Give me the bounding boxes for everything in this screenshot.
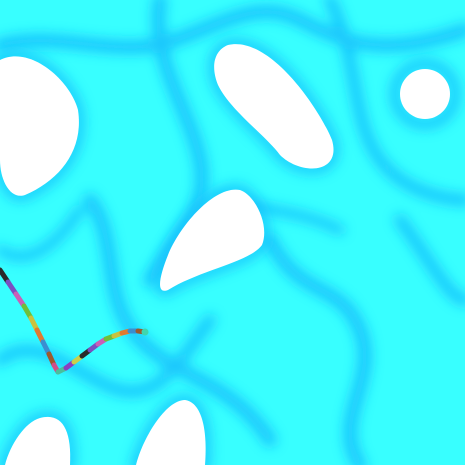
obstacle — [400, 69, 450, 119]
obstacle — [0, 56, 79, 196]
obstacle — [136, 400, 206, 465]
contour-band — [0, 4, 465, 55]
player-head — [141, 328, 149, 336]
obstacle — [160, 189, 265, 291]
obstacle-layer — [0, 44, 450, 465]
contour-band — [324, 0, 465, 206]
contour-band — [83, 193, 277, 447]
obstacle — [5, 416, 71, 465]
contour-band — [0, 314, 216, 398]
contour-band — [263, 233, 372, 465]
player-trail — [0, 267, 149, 375]
contour-band — [0, 205, 85, 262]
contour-band — [394, 214, 465, 306]
obstacle — [214, 44, 334, 169]
